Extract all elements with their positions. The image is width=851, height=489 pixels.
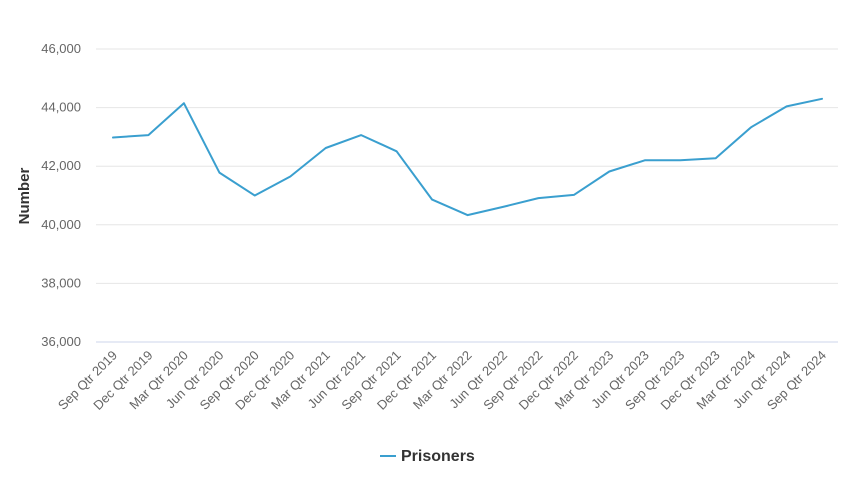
y-tick-label: 36,000 (41, 334, 81, 349)
data-point[interactable] (642, 157, 648, 163)
data-point[interactable] (465, 212, 471, 218)
data-point[interactable] (500, 204, 506, 210)
data-point[interactable] (287, 173, 293, 179)
data-point[interactable] (819, 96, 825, 102)
data-point[interactable] (216, 170, 222, 176)
data-point[interactable] (748, 124, 754, 130)
data-point[interactable] (323, 145, 329, 151)
gridlines (96, 48, 838, 343)
y-tick-label: 46,000 (41, 41, 81, 56)
data-point[interactable] (535, 195, 541, 201)
data-point[interactable] (394, 148, 400, 154)
y-tick-label: 42,000 (41, 158, 81, 173)
data-point[interactable] (571, 192, 577, 198)
data-point[interactable] (784, 103, 790, 109)
y-tick-label: 40,000 (41, 217, 81, 232)
y-axis-ticks: 36,000 38,000 40,000 42,000 44,000 46,000 (41, 41, 81, 349)
legend-label-prisoners[interactable]: Prisoners (401, 448, 475, 465)
data-point[interactable] (677, 157, 683, 163)
data-point[interactable] (713, 155, 719, 161)
legend[interactable]: Prisoners (380, 448, 475, 465)
data-point[interactable] (181, 100, 187, 106)
data-point[interactable] (110, 134, 116, 140)
y-axis-label: Number (16, 168, 33, 225)
data-point[interactable] (358, 132, 364, 138)
series-line-prisoners[interactable] (112, 97, 823, 217)
data-point[interactable] (252, 193, 258, 199)
data-point[interactable] (145, 132, 151, 138)
series-layer (110, 96, 825, 218)
data-point[interactable] (429, 197, 435, 203)
y-tick-label: 38,000 (41, 275, 81, 290)
data-point[interactable] (606, 168, 612, 174)
y-tick-label: 44,000 (41, 100, 81, 115)
